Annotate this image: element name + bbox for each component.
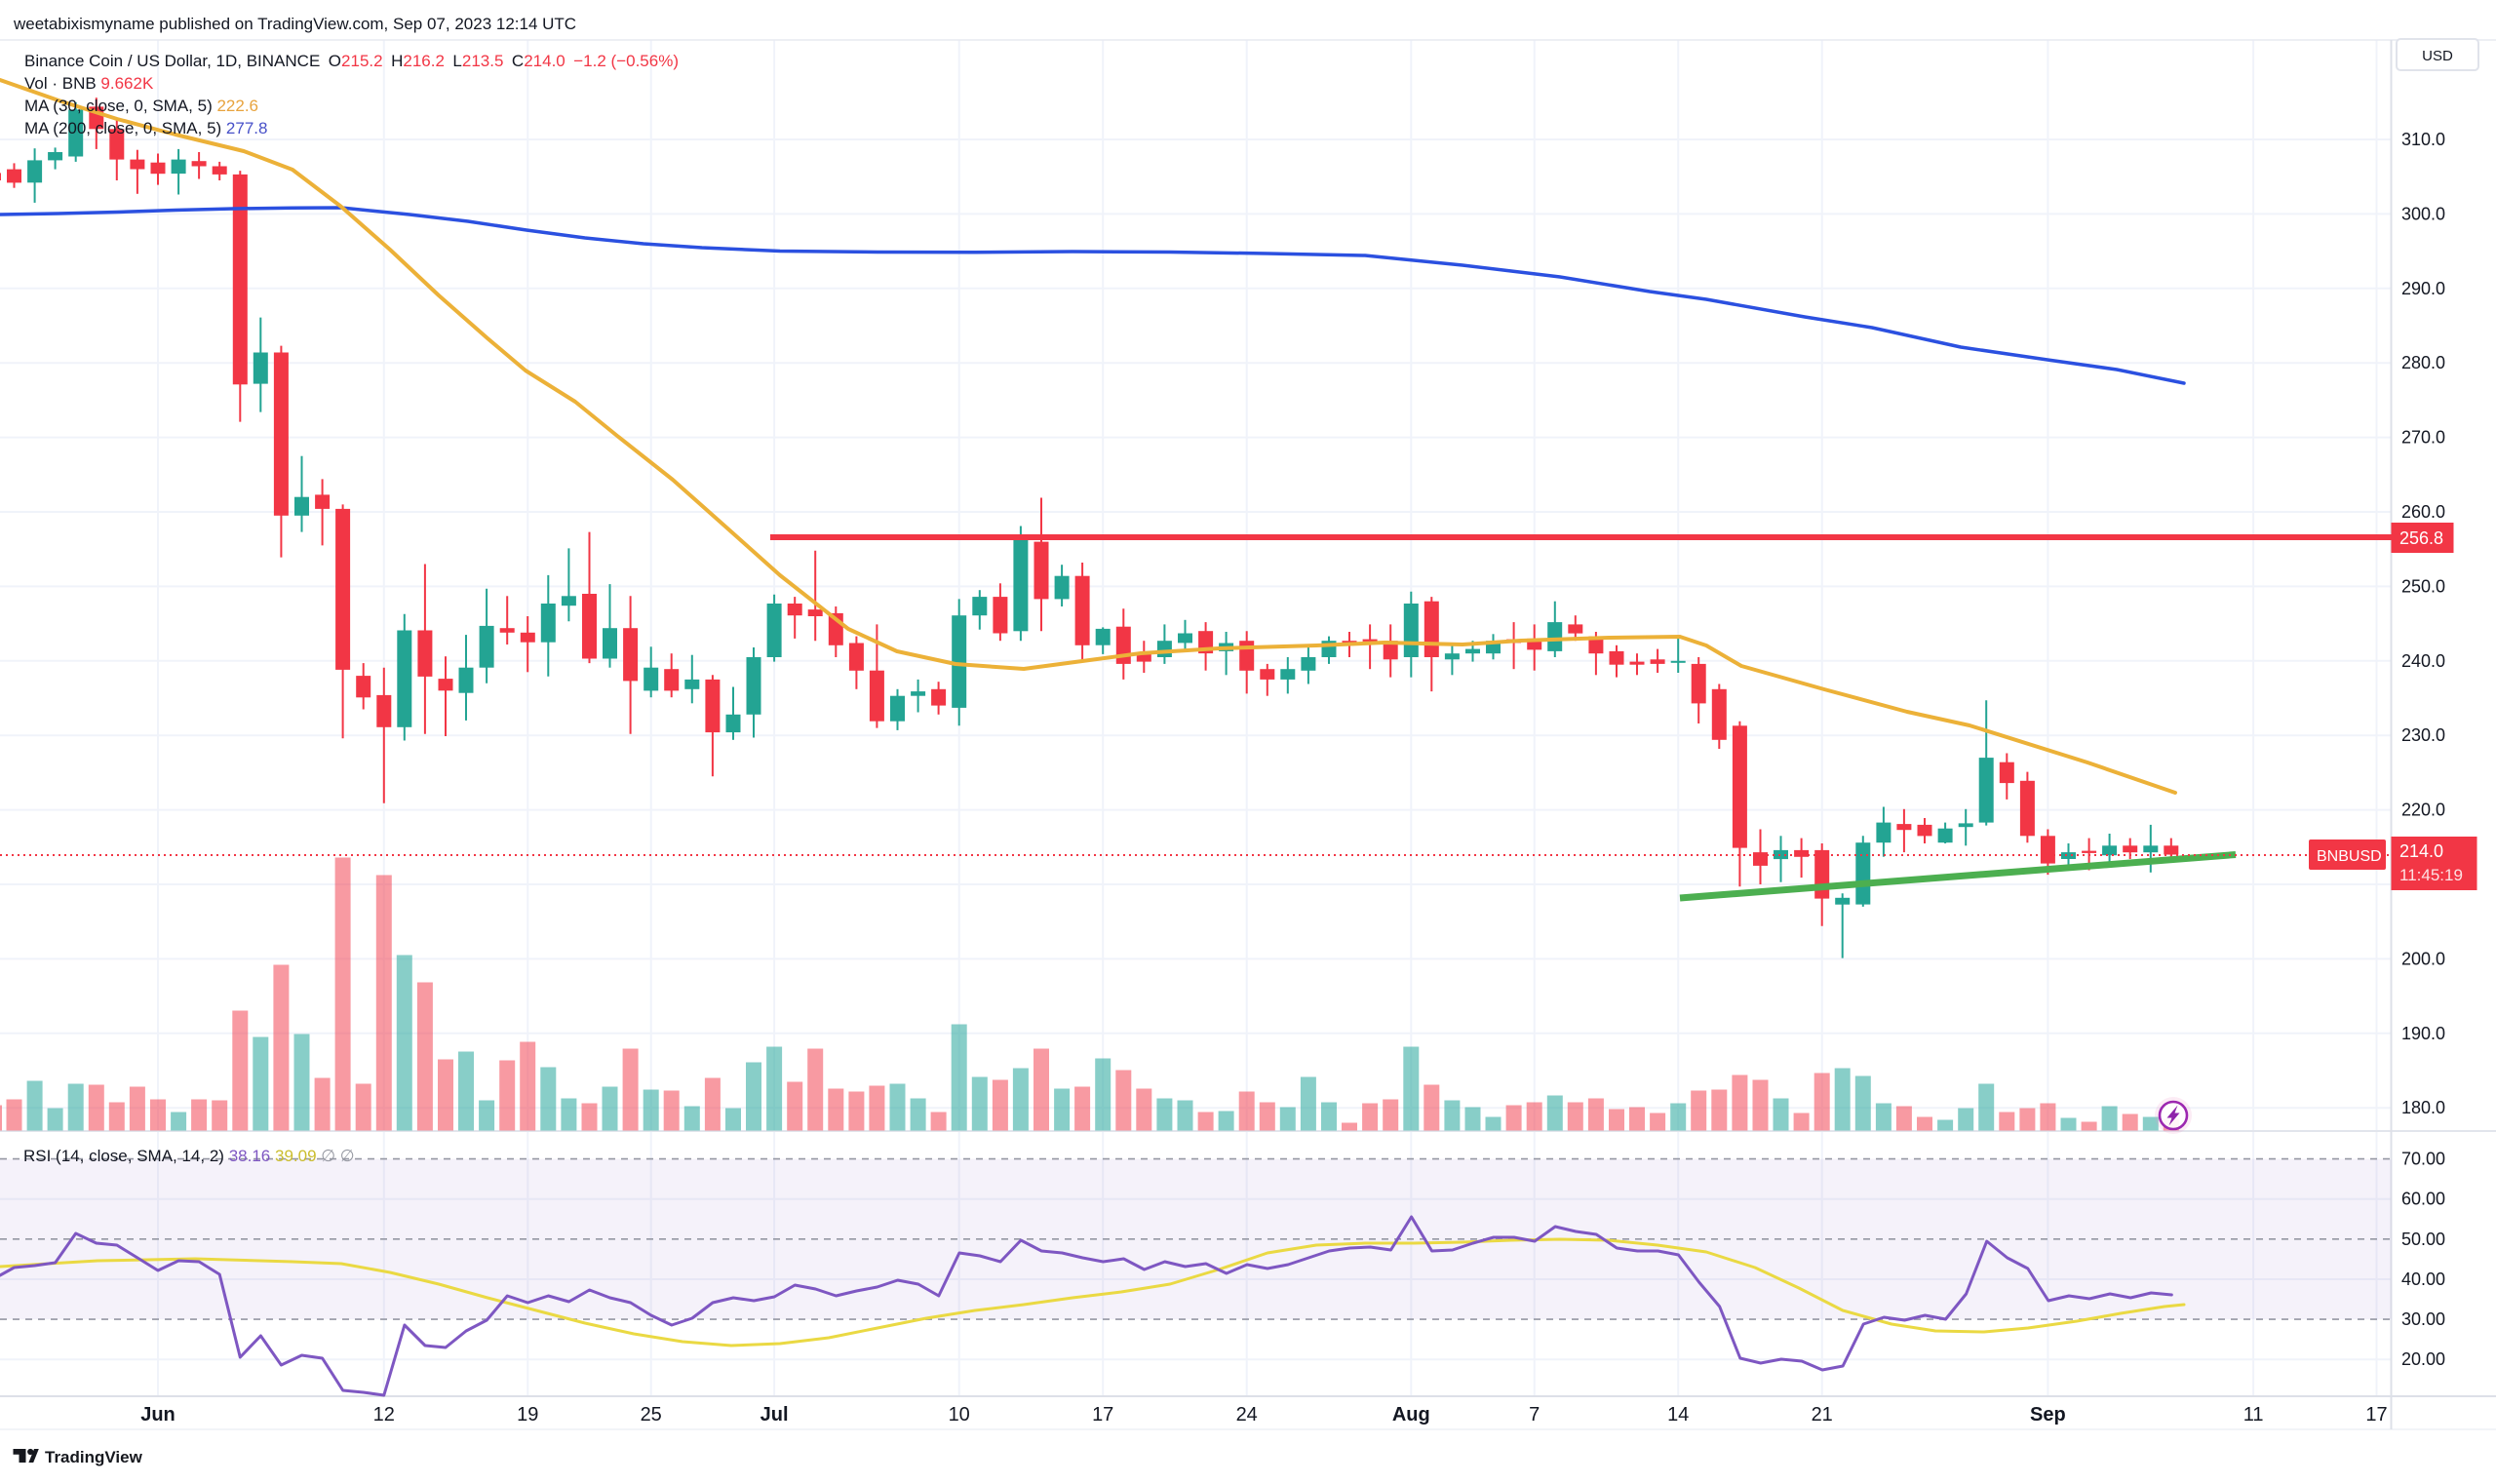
svg-text:260.0: 260.0 bbox=[2401, 502, 2445, 522]
svg-text:7: 7 bbox=[1529, 1404, 1540, 1425]
svg-text:Aug: Aug bbox=[1392, 1404, 1430, 1425]
svg-text:14: 14 bbox=[1667, 1404, 1689, 1425]
svg-text:220.0: 220.0 bbox=[2401, 801, 2445, 820]
svg-text:230.0: 230.0 bbox=[2401, 725, 2445, 745]
svg-text:30.00: 30.00 bbox=[2401, 1309, 2445, 1329]
svg-text:190.0: 190.0 bbox=[2401, 1024, 2445, 1043]
svg-text:290.0: 290.0 bbox=[2401, 279, 2445, 298]
svg-text:60.00: 60.00 bbox=[2401, 1190, 2445, 1209]
svg-text:21: 21 bbox=[1812, 1404, 1833, 1425]
svg-text:Binance Coin / US Dollar, 1D,: Binance Coin / US Dollar, 1D, BINANCE O2… bbox=[24, 52, 679, 70]
svg-text:300.0: 300.0 bbox=[2401, 204, 2445, 223]
svg-text:BNBUSD: BNBUSD bbox=[2317, 848, 2382, 865]
svg-text:USD: USD bbox=[2422, 48, 2453, 64]
svg-text:TradingView: TradingView bbox=[45, 1448, 143, 1466]
svg-text:214.0: 214.0 bbox=[2399, 841, 2443, 861]
svg-text:12: 12 bbox=[373, 1404, 395, 1425]
svg-text:50.00: 50.00 bbox=[2401, 1230, 2445, 1249]
svg-text:RSI (14, close, SMA, 14, 2) 38: RSI (14, close, SMA, 14, 2) 38.16 39.09 … bbox=[23, 1147, 355, 1165]
svg-text:MA (200, close, 0, SMA, 5) 277: MA (200, close, 0, SMA, 5) 277.8 bbox=[24, 119, 267, 137]
svg-text:17: 17 bbox=[1092, 1404, 1113, 1425]
svg-text:Sep: Sep bbox=[2030, 1404, 2066, 1425]
svg-text:40.00: 40.00 bbox=[2401, 1269, 2445, 1289]
svg-text:11:45:19: 11:45:19 bbox=[2399, 866, 2463, 884]
svg-text:20.00: 20.00 bbox=[2401, 1349, 2445, 1369]
svg-text:10: 10 bbox=[949, 1404, 970, 1425]
svg-text:Jun: Jun bbox=[140, 1404, 176, 1425]
svg-text:250.0: 250.0 bbox=[2401, 576, 2445, 596]
svg-text:19: 19 bbox=[517, 1404, 538, 1425]
svg-text:256.8: 256.8 bbox=[2399, 528, 2443, 548]
svg-text:280.0: 280.0 bbox=[2401, 353, 2445, 372]
svg-text:24: 24 bbox=[1236, 1404, 1258, 1425]
svg-text:Vol · BNB 9.662K: Vol · BNB 9.662K bbox=[24, 74, 154, 93]
svg-text:70.00: 70.00 bbox=[2401, 1150, 2445, 1169]
svg-text:weetabixismyname published on: weetabixismyname published on TradingVie… bbox=[13, 15, 576, 33]
svg-text:240.0: 240.0 bbox=[2401, 651, 2445, 671]
svg-text:25: 25 bbox=[641, 1404, 662, 1425]
svg-text:Jul: Jul bbox=[760, 1404, 789, 1425]
svg-text:17: 17 bbox=[2365, 1404, 2387, 1425]
svg-text:11: 11 bbox=[2243, 1404, 2264, 1425]
svg-text:180.0: 180.0 bbox=[2401, 1098, 2445, 1117]
svg-text:310.0: 310.0 bbox=[2401, 130, 2445, 149]
svg-text:270.0: 270.0 bbox=[2401, 428, 2445, 448]
svg-text:200.0: 200.0 bbox=[2401, 949, 2445, 968]
svg-text:MA (30, close, 0, SMA, 5) 222.: MA (30, close, 0, SMA, 5) 222.6 bbox=[24, 97, 258, 115]
